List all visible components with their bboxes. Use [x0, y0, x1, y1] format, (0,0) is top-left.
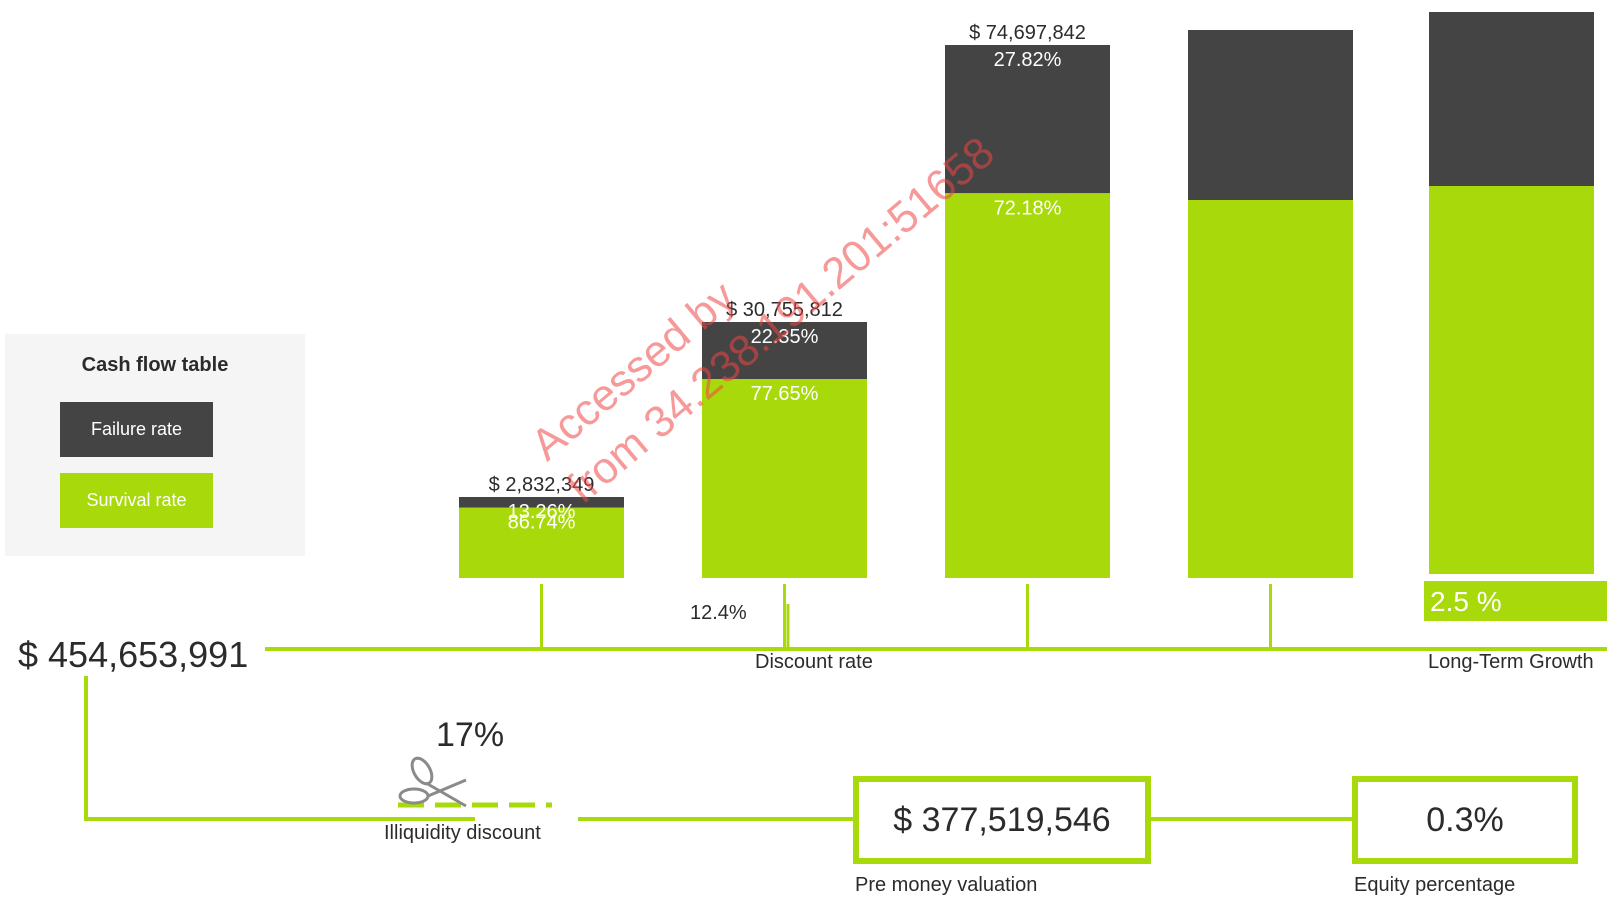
- legend-title: Cash flow table: [81, 354, 229, 376]
- pre-money-label: Pre money valuation: [855, 874, 1038, 896]
- discount-rate-value: 12.4%: [690, 602, 747, 624]
- bar-survival-3: [945, 193, 1110, 579]
- equity-box: 0.3%: [1352, 776, 1578, 864]
- bar-survival-4: [1188, 200, 1353, 578]
- pre-money-value: $ 377,519,546: [893, 800, 1111, 839]
- valuation-path-left: [84, 676, 475, 821]
- equity-label: Equity percentage: [1354, 874, 1516, 896]
- legend: Cash flow table Failure rate Survival ra…: [5, 334, 305, 556]
- growth-value: 2.5 %: [1430, 586, 1502, 617]
- bar-survival-label-3: 72.18%: [994, 197, 1062, 219]
- growth-label: Long-Term Growth: [1428, 651, 1594, 673]
- bar-total-label-2: $ 30,755,812: [726, 299, 843, 321]
- bar-survival-label-1: 86.74%: [508, 512, 576, 534]
- illiquidity-value: 17%: [436, 716, 505, 754]
- bar-survival-1: [459, 507, 624, 578]
- equity-value: 0.3%: [1426, 800, 1504, 839]
- bar-failure-5: [1429, 12, 1594, 186]
- discount-rate-label: Discount rate: [755, 651, 873, 673]
- illiquidity-label: Illiquidity discount: [384, 822, 541, 844]
- bar-survival-2: [702, 379, 867, 578]
- bar-total-label-3: $ 74,697,842: [969, 22, 1086, 44]
- bar-survival-5: [1429, 186, 1594, 574]
- pre-money-box: $ 377,519,546: [853, 776, 1151, 864]
- legend-failure-rate: Failure rate: [60, 402, 213, 457]
- bar-failure-label-2: 22.35%: [751, 326, 819, 348]
- bar-failure-1: [459, 497, 624, 508]
- bar-failure-4: [1188, 30, 1353, 200]
- bar-total-label-1: $ 2,832,349: [489, 474, 595, 496]
- growth-box: 2.5 %: [1424, 581, 1607, 621]
- bar-failure-label-3: 27.82%: [994, 49, 1062, 71]
- scissors-icon: [398, 756, 467, 808]
- legend-survival-rate: Survival rate: [60, 473, 213, 528]
- bar-survival-label-2: 77.65%: [751, 383, 819, 405]
- total-valuation: $ 454,653,991: [18, 634, 249, 675]
- bar-failure-label-1: 13.26%: [508, 501, 576, 523]
- bar-failure-3: [945, 45, 1110, 194]
- bar-failure-2: [702, 322, 867, 380]
